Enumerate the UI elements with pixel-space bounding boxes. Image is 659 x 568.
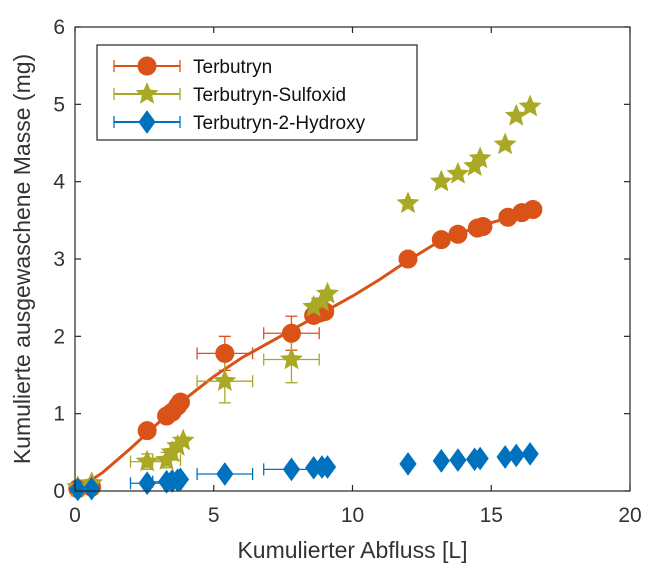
data-point-circle (281, 323, 301, 343)
data-point-diamond (399, 452, 417, 476)
legend-label: Terbutryn-2-Hydroxy (193, 113, 366, 134)
legend-marker-star (135, 81, 159, 104)
data-point-diamond (432, 448, 450, 473)
data-point-diamond (318, 455, 337, 479)
data-point-star (429, 169, 453, 192)
y-tick-label: 6 (53, 16, 65, 39)
data-point-diamond (521, 442, 539, 466)
data-point-diamond (138, 471, 156, 496)
data-point-diamond (216, 462, 234, 486)
x-axis-label: Kumulierter Abfluss [L] (237, 537, 467, 563)
data-point-diamond (69, 477, 87, 502)
legend-label: Terbutryn (193, 57, 272, 78)
data-point-star (493, 132, 517, 155)
y-tick-label: 4 (53, 171, 65, 194)
data-markers (66, 94, 543, 502)
legend: Terbutryn Terbutryn-Sulfoxid Terbutryn-2-H… (96, 44, 418, 141)
data-point-circle (473, 217, 493, 237)
x-tick-label: 10 (341, 504, 364, 527)
data-point-circle (523, 200, 543, 220)
x-tick-label: 0 (69, 504, 81, 527)
data-point-star (518, 94, 542, 117)
x-tick-label: 20 (618, 504, 641, 527)
y-axis-label: Kumulierte ausgewaschene Masse (mg) (9, 54, 35, 464)
data-point-star (446, 161, 470, 184)
data-point-star (396, 191, 420, 214)
data-point-diamond (282, 457, 301, 482)
y-tick-label: 3 (53, 248, 65, 271)
y-tick-label: 0 (53, 480, 65, 503)
data-point-star (316, 281, 339, 304)
data-point-star (279, 347, 303, 370)
data-point-diamond (507, 443, 525, 468)
data-point-circle (448, 224, 468, 244)
legend-marker-diamond (138, 110, 156, 134)
data-point-diamond (83, 476, 101, 501)
y-tick-label: 5 (53, 93, 65, 116)
data-point-star (468, 146, 492, 169)
x-tick-label: 15 (480, 504, 503, 527)
data-point-diamond (471, 446, 489, 471)
y-tick-label: 1 (53, 403, 65, 426)
data-point-circle (137, 421, 157, 441)
data-point-diamond (449, 448, 467, 472)
x-tick-label: 5 (208, 504, 220, 527)
data-point-star (213, 369, 237, 391)
axis-ticks: 0 5 10 15 20 0 1 2 3 4 5 6 (53, 16, 641, 527)
y-tick-label: 2 (53, 325, 65, 348)
legend-marker-circle (137, 56, 157, 76)
data-point-star (135, 449, 159, 472)
data-point-circle (170, 392, 190, 412)
data-point-circle (431, 230, 451, 250)
legend-label: Terbutryn-Sulfoxid (193, 85, 346, 106)
data-point-circle (398, 249, 418, 269)
data-point-star (171, 428, 195, 451)
data-point-circle (215, 343, 235, 363)
